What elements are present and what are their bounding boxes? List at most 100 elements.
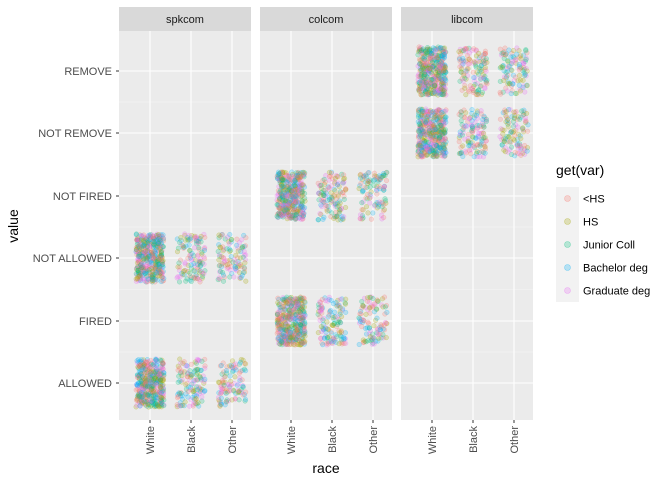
strip-spkcom — [119, 7, 251, 31]
data-point — [362, 184, 368, 191]
data-point — [330, 301, 336, 307]
data-point — [196, 403, 202, 409]
data-point — [135, 392, 141, 398]
data-point — [135, 364, 141, 370]
data-point — [195, 357, 201, 363]
data-point — [154, 270, 160, 276]
data-point — [145, 366, 151, 372]
data-point — [343, 204, 349, 211]
data-point — [442, 153, 448, 159]
data-point — [138, 399, 144, 405]
panel-background — [119, 31, 251, 420]
data-point — [243, 389, 249, 395]
data-point — [142, 382, 148, 388]
data-point — [157, 397, 164, 403]
data-point — [202, 376, 208, 382]
data-point — [222, 402, 228, 408]
data-point — [506, 47, 512, 53]
data-point — [466, 116, 472, 122]
x-tick-label: Other — [368, 426, 380, 454]
data-point — [383, 335, 389, 341]
data-point — [136, 372, 142, 378]
data-point — [427, 148, 434, 155]
data-point — [184, 363, 190, 369]
data-point — [524, 148, 530, 154]
data-point — [154, 372, 160, 378]
data-point — [431, 122, 437, 128]
data-point — [192, 377, 198, 383]
data-point — [469, 85, 475, 91]
data-point — [146, 232, 152, 238]
data-point — [140, 241, 146, 247]
data-point — [332, 309, 338, 315]
data-point — [138, 357, 144, 363]
data-point — [181, 403, 187, 409]
data-point — [147, 379, 153, 385]
data-point — [177, 378, 183, 384]
data-point — [359, 207, 365, 213]
data-point — [227, 231, 233, 238]
data-point — [431, 142, 437, 148]
data-point — [141, 389, 147, 395]
data-point — [191, 396, 197, 402]
data-point — [330, 315, 336, 321]
data-point — [318, 182, 324, 188]
data-point — [198, 386, 204, 392]
data-point — [511, 115, 517, 121]
data-point — [235, 387, 241, 393]
data-point — [143, 387, 149, 393]
data-point — [179, 377, 185, 383]
data-point — [140, 359, 146, 365]
x-tick-label: White — [427, 426, 439, 454]
x-tick-label: White — [286, 426, 298, 454]
data-point — [158, 376, 164, 382]
data-point — [525, 128, 531, 134]
data-point — [201, 388, 208, 394]
data-point — [135, 393, 142, 399]
data-point — [216, 398, 223, 405]
data-point — [151, 402, 157, 408]
data-point — [142, 371, 148, 377]
data-point — [154, 361, 160, 367]
data-point — [140, 380, 146, 386]
data-point — [136, 399, 142, 406]
data-point — [138, 362, 144, 368]
data-point — [137, 358, 143, 364]
data-point — [145, 393, 151, 399]
data-point — [155, 370, 161, 376]
data-point — [148, 398, 154, 404]
data-point — [221, 374, 227, 380]
data-point — [195, 253, 201, 259]
data-point — [198, 367, 204, 374]
data-point — [145, 392, 151, 398]
data-point — [144, 367, 151, 373]
x-tick-label: Black — [468, 426, 480, 453]
data-point — [151, 388, 157, 394]
data-point — [202, 356, 208, 362]
data-point — [143, 375, 149, 381]
data-point — [299, 295, 305, 302]
data-point — [179, 370, 185, 376]
data-point — [231, 274, 237, 280]
data-point — [195, 384, 202, 390]
data-point — [136, 380, 142, 386]
data-point — [160, 377, 166, 383]
data-point — [242, 260, 248, 266]
data-point — [331, 335, 337, 341]
data-point — [524, 83, 530, 89]
data-point — [157, 394, 164, 400]
data-point — [159, 357, 165, 363]
data-point — [137, 393, 143, 399]
data-point — [194, 384, 200, 390]
data-point — [137, 253, 143, 259]
data-point — [133, 387, 139, 393]
data-point — [139, 380, 145, 387]
data-point — [155, 387, 161, 393]
data-point — [145, 362, 152, 368]
data-point — [153, 366, 159, 372]
data-point — [148, 380, 154, 386]
data-point — [158, 377, 164, 383]
data-point — [229, 397, 235, 403]
data-point — [158, 397, 164, 403]
data-point — [150, 385, 156, 391]
